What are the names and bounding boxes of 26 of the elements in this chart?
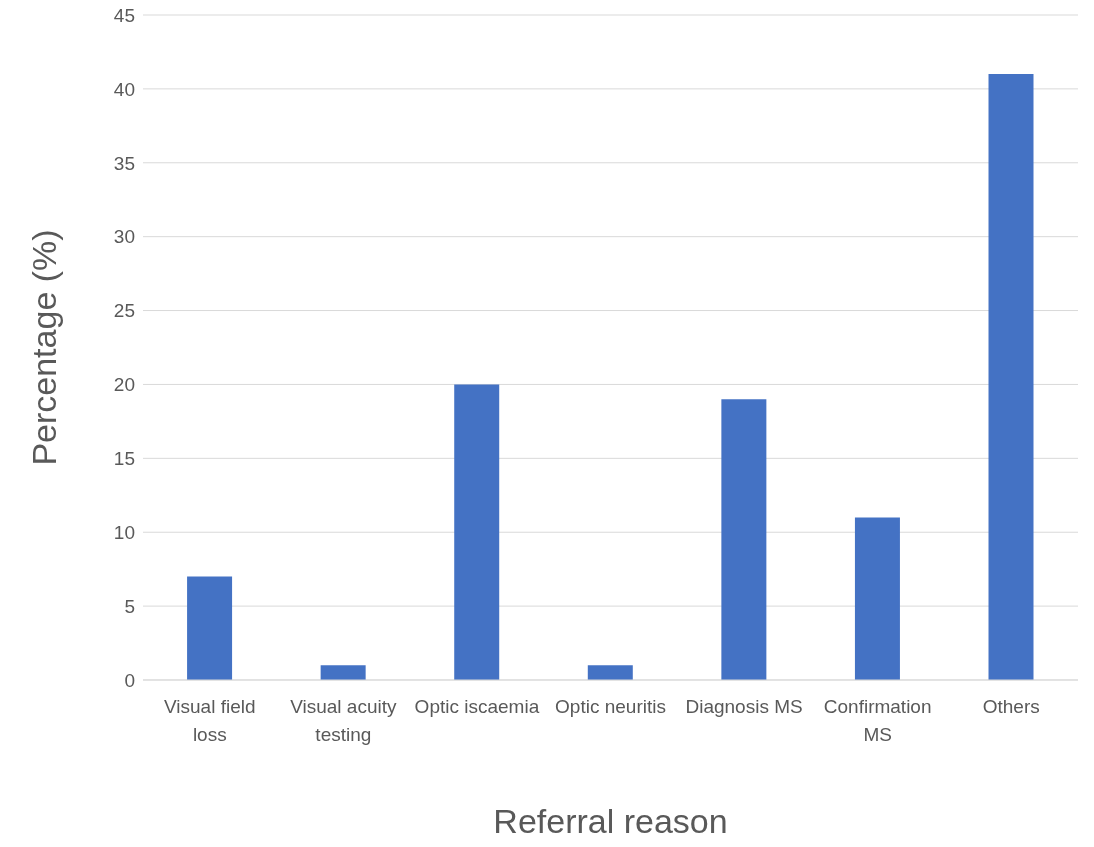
y-tick-label: 45: [113, 4, 135, 26]
x-tick-label: Others: [982, 696, 1040, 717]
bar: [854, 517, 900, 680]
x-tick-label: Diagnosis MS: [685, 696, 803, 717]
y-tick-label: 25: [113, 300, 135, 322]
y-tick-label: 0: [124, 669, 135, 691]
x-axis-title: Referral reason: [493, 802, 728, 840]
bar: [587, 665, 633, 680]
y-tick-label: 30: [113, 226, 135, 248]
bar: [320, 665, 366, 680]
bar: [454, 384, 500, 680]
y-tick-label: 10: [113, 521, 135, 543]
bar: [721, 399, 767, 680]
bar: [988, 74, 1034, 680]
x-tick-label: Visual acuity testing: [290, 696, 398, 745]
y-tick-label: 35: [113, 152, 135, 174]
bar: [187, 576, 233, 680]
y-axis-title: Percentage (%): [25, 229, 64, 466]
y-tick-label: 5: [124, 595, 135, 617]
x-tick-label: Visual field loss: [164, 696, 256, 745]
x-tick-label: Confirmation MS: [823, 696, 932, 745]
y-tick-label: 40: [113, 78, 135, 100]
y-tick-label: 20: [113, 374, 135, 396]
y-tick-label: 15: [113, 448, 135, 470]
x-tick-label: Optic iscaemia: [414, 696, 540, 717]
x-tick-label: Optic neuritis: [555, 696, 666, 717]
